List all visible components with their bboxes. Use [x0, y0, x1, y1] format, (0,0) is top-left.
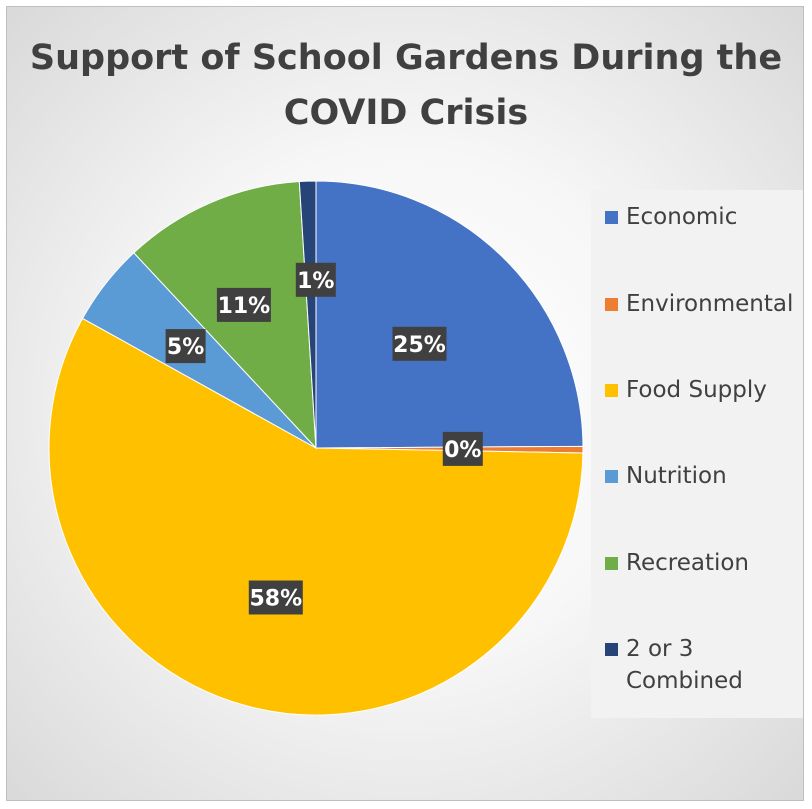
data-label-text: 0% [444, 438, 481, 463]
data-label-background [392, 326, 447, 361]
pie-slice-2-or-3-combined [298, 180, 317, 449]
chart-title-line-1: Support of School Gardens During the [29, 38, 783, 78]
legend-label: Economic [626, 201, 806, 233]
data-label-environmental: 0% [442, 431, 483, 466]
legend-label-line: 2 or 3 [626, 636, 694, 662]
data-label-text: 5% [167, 335, 204, 360]
data-label-nutrition: 5% [165, 329, 206, 364]
pie-slices [48, 180, 584, 716]
data-label-text: 25% [393, 333, 446, 358]
data-label-background [216, 287, 271, 322]
data-label-background [295, 262, 336, 297]
legend-swatch [605, 384, 618, 397]
legend-label-line: Food Supply [626, 377, 767, 403]
legend-swatch [605, 470, 618, 483]
legend-label-line: Environmental [626, 291, 794, 317]
data-label-background [248, 580, 303, 615]
legend-label-line: Recreation [626, 550, 749, 576]
data-label-text: 58% [249, 587, 302, 612]
pie-chart: 25% 0% 58% 5% 11% 1% [48, 180, 584, 716]
legend-swatch [605, 643, 618, 656]
legend-label: Environmental [626, 288, 806, 320]
data-label-2-or-3-combined: 1% [295, 262, 336, 297]
data-label-economic: 25% [392, 326, 447, 361]
data-label-text: 1% [297, 269, 334, 294]
pie-data-labels: 25% 0% 58% 5% 11% 1% [165, 262, 483, 615]
pie-slice-food-supply [48, 317, 584, 716]
legend: Economic Environmental Food Supply Nutritio… [591, 190, 803, 718]
data-label-background [165, 329, 206, 364]
data-label-background [442, 431, 483, 466]
chart-title: Support of School Gardens During the COV… [7, 31, 805, 141]
legend-item-recreation: Recreation [605, 547, 806, 579]
legend-label-line: Economic [626, 204, 738, 230]
legend-item-2-or-3-combined: 2 or 3 Combined [605, 633, 806, 697]
legend-label: Recreation [626, 547, 806, 579]
chart-frame: Support of School Gardens During the COV… [6, 6, 804, 801]
data-label-food-supply: 58% [248, 580, 303, 615]
legend-item-food-supply: Food Supply [605, 374, 806, 406]
legend-label: Food Supply [626, 374, 806, 406]
data-label-text: 11% [218, 294, 271, 319]
legend-swatch [605, 211, 618, 224]
legend-label-line: Combined [626, 668, 743, 694]
legend-item-environmental: Environmental [605, 288, 806, 320]
legend-swatch [605, 298, 618, 311]
data-label-recreation: 11% [216, 287, 271, 322]
legend-label: Nutrition [626, 460, 806, 492]
legend-label: 2 or 3 Combined [626, 633, 806, 697]
legend-swatch [605, 557, 618, 570]
chart-title-line-2: COVID Crisis [283, 93, 529, 133]
legend-item-nutrition: Nutrition [605, 460, 806, 492]
legend-item-economic: Economic [605, 201, 806, 233]
pie-slice-economic [315, 180, 584, 449]
legend-label-line: Nutrition [626, 463, 727, 489]
